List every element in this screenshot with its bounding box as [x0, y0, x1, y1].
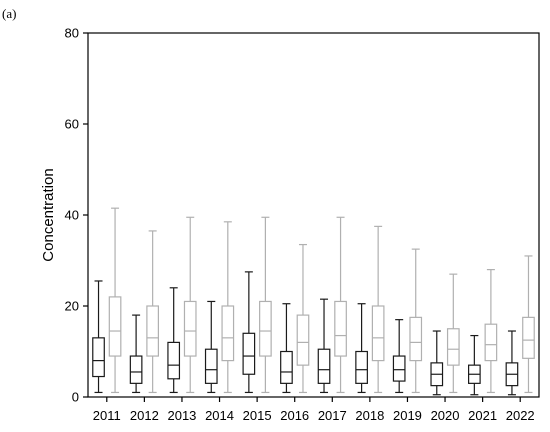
- iqr-box: [409, 316, 423, 362]
- box-2011-series-2: [108, 207, 122, 394]
- x-tick-label: 2022: [506, 408, 535, 423]
- box-2013-series-1: [167, 287, 181, 394]
- box-2021-series-2: [484, 269, 498, 394]
- x-tick-label: 2016: [280, 408, 309, 423]
- box-2020-series-2: [446, 273, 460, 394]
- iqr-box: [296, 314, 310, 366]
- x-tick-label: 2017: [318, 408, 347, 423]
- iqr-box: [392, 355, 406, 382]
- iqr-box: [183, 300, 197, 357]
- box-2012-series-2: [146, 230, 159, 394]
- x-tick-label: 2013: [167, 408, 196, 423]
- iqr-box: [334, 300, 347, 357]
- x-tick-label: 2011: [93, 408, 121, 423]
- x-tick-label: 2015: [243, 408, 272, 423]
- iqr-box: [280, 350, 293, 384]
- box-2022-series-2: [522, 255, 535, 394]
- box-2018-series-2: [371, 225, 385, 394]
- box-2015-series-2: [259, 216, 272, 394]
- x-tick-label: 2014: [205, 408, 234, 423]
- box-2019-series-2: [409, 248, 423, 394]
- y-tick-label: 60: [65, 117, 79, 132]
- box-2014-series-1: [204, 300, 218, 394]
- y-tick-label: 20: [65, 299, 79, 314]
- iqr-box: [221, 305, 235, 362]
- iqr-box: [317, 348, 331, 384]
- box-2017-series-2: [334, 216, 347, 394]
- iqr-box: [242, 332, 256, 375]
- iqr-box: [167, 341, 181, 380]
- iqr-box: [522, 316, 535, 359]
- iqr-box: [484, 323, 498, 362]
- box-2021-series-1: [468, 334, 481, 396]
- box-2014-series-2: [221, 221, 235, 394]
- box-2018-series-1: [355, 303, 368, 394]
- x-tick-label: 2018: [355, 408, 384, 423]
- y-axis-title: Concentration: [40, 168, 57, 261]
- box-2020-series-1: [430, 330, 444, 396]
- x-tick-label: 2019: [393, 408, 422, 423]
- box-2016-series-2: [296, 243, 310, 394]
- box-2022-series-1: [505, 330, 519, 396]
- axes-layer: 0 20 40 60 80 2011 2012 2013 2014 2015 2016 2017 201…: [65, 26, 540, 423]
- box-2016-series-1: [280, 303, 293, 394]
- iqr-box: [371, 305, 385, 362]
- y-tick-label: 80: [65, 26, 79, 41]
- y-tick-label: 0: [72, 390, 79, 405]
- iqr-box: [446, 328, 460, 366]
- x-tick-label: 2020: [431, 408, 460, 423]
- box-2019-series-1: [392, 319, 406, 394]
- x-tick-label: 2021: [468, 408, 497, 423]
- box-2017-series-1: [317, 298, 331, 394]
- boxes-layer: [92, 207, 535, 396]
- iqr-box: [108, 296, 122, 357]
- iqr-box: [259, 300, 272, 357]
- x-tick-label: 2012: [130, 408, 159, 423]
- iqr-box: [204, 348, 218, 384]
- iqr-box: [355, 350, 368, 384]
- box-2012-series-1: [129, 314, 143, 394]
- y-tick-label: 40: [65, 208, 79, 223]
- iqr-box: [146, 305, 159, 357]
- box-2011-series-1: [92, 280, 105, 394]
- box-2015-series-1: [242, 271, 256, 394]
- box-2013-series-2: [183, 216, 197, 394]
- panel-label: (a): [2, 6, 17, 21]
- iqr-box: [92, 337, 105, 378]
- iqr-box: [129, 355, 143, 384]
